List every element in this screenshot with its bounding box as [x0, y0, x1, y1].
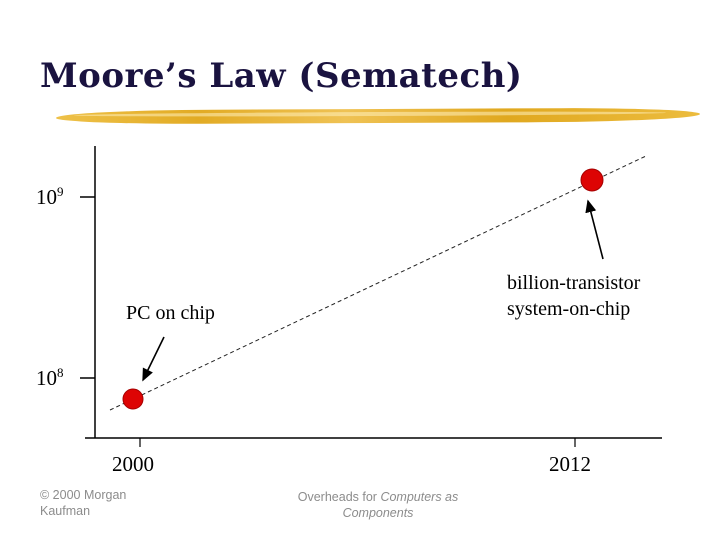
data-point-2012: [580, 168, 604, 192]
y-label-exponent: 9: [57, 184, 64, 199]
x-tick-label-2000: 2000: [112, 452, 154, 476]
footer-course-italic2: Components: [342, 506, 414, 520]
footer-course-plain: Overheads for: [297, 490, 381, 504]
footer-course-italic1: Computers as: [380, 490, 459, 504]
y-label-exponent: 8: [57, 365, 64, 380]
footer-course-title: Overheads for Computers as Components: [268, 489, 488, 521]
annotation-billion-line1: billion-transistor: [507, 272, 641, 294]
footer-copyright-line1: © 2000 Morgan: [40, 488, 127, 502]
trend-line: [109, 155, 647, 411]
footer-copyright-line2: Kaufman: [40, 504, 91, 518]
data-point-2000: [122, 388, 144, 410]
y-label-base: 10: [36, 366, 57, 390]
annotation-pc-on-chip: PC on chip: [126, 302, 215, 324]
arrow-to-billion-transistor: [585, 199, 604, 260]
y-tick-label-1e8: 108: [36, 365, 64, 391]
y-label-base: 10: [36, 185, 57, 209]
slide-title: Moore’s Law (Sematech): [40, 56, 523, 96]
y-tick-label-1e9: 109: [36, 184, 64, 210]
x-tick-label-2012: 2012: [549, 452, 591, 476]
footer-course-line1: Overheads for Computers as: [268, 489, 488, 505]
footer-copyright: © 2000 Morgan Kaufman: [40, 487, 126, 519]
annotation-billion-transistor: billion-transistor system-on-chip: [507, 270, 640, 322]
arrow-to-pc-on-chip: [142, 336, 165, 382]
annotation-billion-line2: system-on-chip: [507, 298, 631, 320]
